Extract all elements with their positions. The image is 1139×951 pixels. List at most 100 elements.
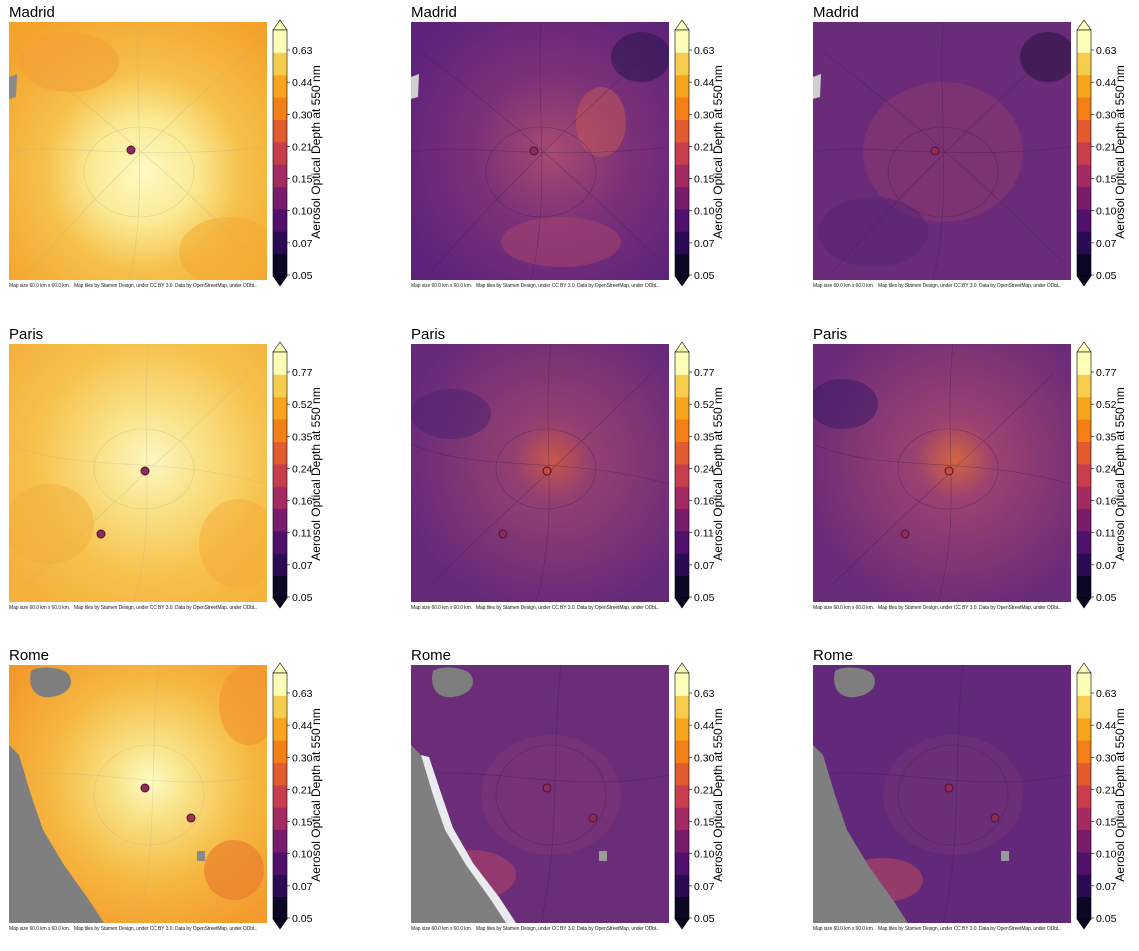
station-marker bbox=[542, 783, 552, 793]
colorbar-tick-label: 0.10 bbox=[292, 849, 313, 861]
colorbar: 0.05 0.07 0.10 0.15 0.21 0.30 0.44 0.63 bbox=[272, 662, 313, 930]
colorbar-tick-label: 0.15 bbox=[1096, 174, 1117, 186]
panel-title: Madrid bbox=[813, 4, 859, 21]
colorbar-tick-label: 0.05 bbox=[694, 913, 715, 925]
colorbar-band bbox=[1077, 508, 1091, 532]
colorbar-tick-label: 0.16 bbox=[694, 496, 715, 508]
station-marker bbox=[588, 813, 598, 823]
colorbar-tick-label: 0.21 bbox=[694, 784, 715, 796]
colorbar-band bbox=[273, 374, 287, 398]
colorbar-band bbox=[1077, 740, 1091, 763]
map-image bbox=[411, 344, 669, 602]
colorbar-tick-label: 0.52 bbox=[1096, 399, 1117, 411]
colorbar-tick-label: 0.05 bbox=[292, 270, 313, 282]
map-footer: Map size 60.0 km x 60.0 km. Map tiles by … bbox=[9, 926, 271, 932]
colorbar-band bbox=[273, 807, 287, 831]
colorbar-band bbox=[273, 673, 287, 696]
colorbar-band bbox=[1077, 74, 1091, 98]
colorbar-band bbox=[1077, 463, 1091, 487]
colorbar-tick-label: 0.16 bbox=[292, 496, 313, 508]
colorbar-band bbox=[1077, 253, 1091, 277]
colorbar-tick-label: 0.35 bbox=[1096, 431, 1117, 443]
colorbar-tick-label: 0.21 bbox=[1096, 784, 1117, 796]
colorbar-band bbox=[273, 253, 287, 277]
colorbar-band bbox=[1077, 486, 1091, 510]
colorbar-band bbox=[273, 208, 287, 232]
colorbar-band bbox=[675, 575, 689, 599]
colorbar: 0.05 0.07 0.10 0.15 0.21 0.30 0.44 0.63 bbox=[1076, 19, 1117, 287]
colorbar-extend-max bbox=[272, 341, 288, 353]
colorbar-band bbox=[1077, 52, 1091, 76]
colorbar-tick-label: 0.63 bbox=[1096, 688, 1117, 700]
colorbar-band bbox=[1077, 186, 1091, 210]
colorbar-band bbox=[1077, 807, 1091, 831]
colorbar-tick-label: 0.07 bbox=[292, 238, 313, 250]
colorbar-tick-label: 0.44 bbox=[694, 77, 715, 89]
station-marker bbox=[930, 146, 940, 156]
colorbar-tick-label: 0.11 bbox=[292, 528, 312, 540]
map-footer: Map size 60.0 km x 60.0 km. Map tiles by … bbox=[813, 283, 1075, 289]
map-size-note: Map size 60.0 km x 60.0 km. bbox=[411, 283, 472, 289]
colorbar-tick-label: 0.44 bbox=[292, 720, 313, 732]
colorbar-tick-label: 0.44 bbox=[1096, 77, 1117, 89]
colorbar-tick-label: 0.10 bbox=[292, 206, 313, 218]
panel-madrid-3: Madrid Map size 60.0 km x 60.0 km. Map ti… bbox=[813, 4, 1127, 289]
colorbar-band bbox=[273, 396, 287, 420]
panel-title: Paris bbox=[9, 326, 44, 343]
colorbar-tick-label: 0.10 bbox=[694, 206, 715, 218]
colorbar-tick-label: 0.30 bbox=[694, 752, 715, 764]
map-image bbox=[813, 22, 1071, 280]
colorbar-band bbox=[675, 30, 689, 53]
colorbar-tick-label: 0.24 bbox=[694, 463, 715, 475]
map-footer: Map size 60.0 km x 60.0 km. Map tiles by … bbox=[9, 605, 271, 611]
colorbar-tick-label: 0.15 bbox=[1096, 817, 1117, 829]
station-marker bbox=[126, 145, 136, 155]
colorbar-tick-label: 0.30 bbox=[694, 109, 715, 121]
colorbar-band bbox=[273, 553, 287, 577]
colorbar-tick-label: 0.07 bbox=[1096, 881, 1117, 893]
colorbar-tick-label: 0.30 bbox=[292, 752, 313, 764]
panel-rome-3: Rome Map size 60.0 km x 60.0 km. Map tile… bbox=[813, 647, 1127, 932]
colorbar-tick-label: 0.16 bbox=[1096, 496, 1117, 508]
colorbar-band bbox=[273, 97, 287, 120]
colorbar-tick-label: 0.05 bbox=[1096, 270, 1117, 282]
colorbar-band bbox=[675, 874, 689, 898]
colorbar-frame bbox=[674, 29, 690, 277]
map-image bbox=[813, 665, 1071, 923]
colorbar-band bbox=[675, 851, 689, 875]
colorbar-band bbox=[273, 119, 287, 143]
colorbar-tick-label: 0.21 bbox=[694, 141, 715, 153]
colorbar-extend-min bbox=[272, 597, 288, 609]
colorbar-band bbox=[273, 575, 287, 599]
colorbar-band bbox=[1077, 396, 1091, 420]
colorbar-band bbox=[675, 208, 689, 232]
colorbar-band bbox=[675, 253, 689, 277]
colorbar-band bbox=[675, 52, 689, 76]
colorbar: 0.05 0.07 0.11 0.16 0.24 0.35 0.52 0.77 bbox=[674, 341, 715, 609]
colorbar-frame bbox=[1076, 672, 1092, 920]
map-footer: Map size 60.0 km x 60.0 km. Map tiles by … bbox=[813, 926, 1075, 932]
map-footer: Map size 60.0 km x 60.0 km. Map tiles by … bbox=[813, 605, 1075, 611]
colorbar-tick-label: 0.07 bbox=[694, 560, 715, 572]
colorbar-band bbox=[1077, 829, 1091, 853]
colorbar-frame bbox=[272, 672, 288, 920]
colorbar-band bbox=[675, 740, 689, 763]
panel-paris-3: Paris Map size 60.0 km x 60.0 km. Map til… bbox=[813, 326, 1139, 630]
map-image bbox=[813, 344, 1071, 602]
colorbar-band bbox=[1077, 97, 1091, 120]
colorbar-band bbox=[1077, 141, 1091, 165]
colorbar-extend-min bbox=[674, 275, 690, 287]
panel-title: Rome bbox=[9, 647, 50, 664]
colorbar-tick-label: 0.63 bbox=[694, 45, 715, 57]
colorbar-tick-label: 0.63 bbox=[292, 688, 313, 700]
map-attribution: Map tiles by Stamen Design, under CC BY … bbox=[475, 605, 659, 611]
colorbar-tick-label: 0.30 bbox=[292, 109, 313, 121]
colorbar-band bbox=[1077, 784, 1091, 808]
colorbar-band bbox=[273, 896, 287, 920]
colorbar-band bbox=[1077, 208, 1091, 232]
colorbar-tick-label: 0.77 bbox=[292, 367, 313, 379]
panel-madrid-1: Madrid Map size 60.0 km x 60.0 km. Map ti… bbox=[9, 4, 323, 289]
colorbar-tick-label: 0.63 bbox=[694, 688, 715, 700]
station-marker bbox=[140, 466, 150, 476]
colorbar-tick-label: 0.35 bbox=[292, 431, 313, 443]
